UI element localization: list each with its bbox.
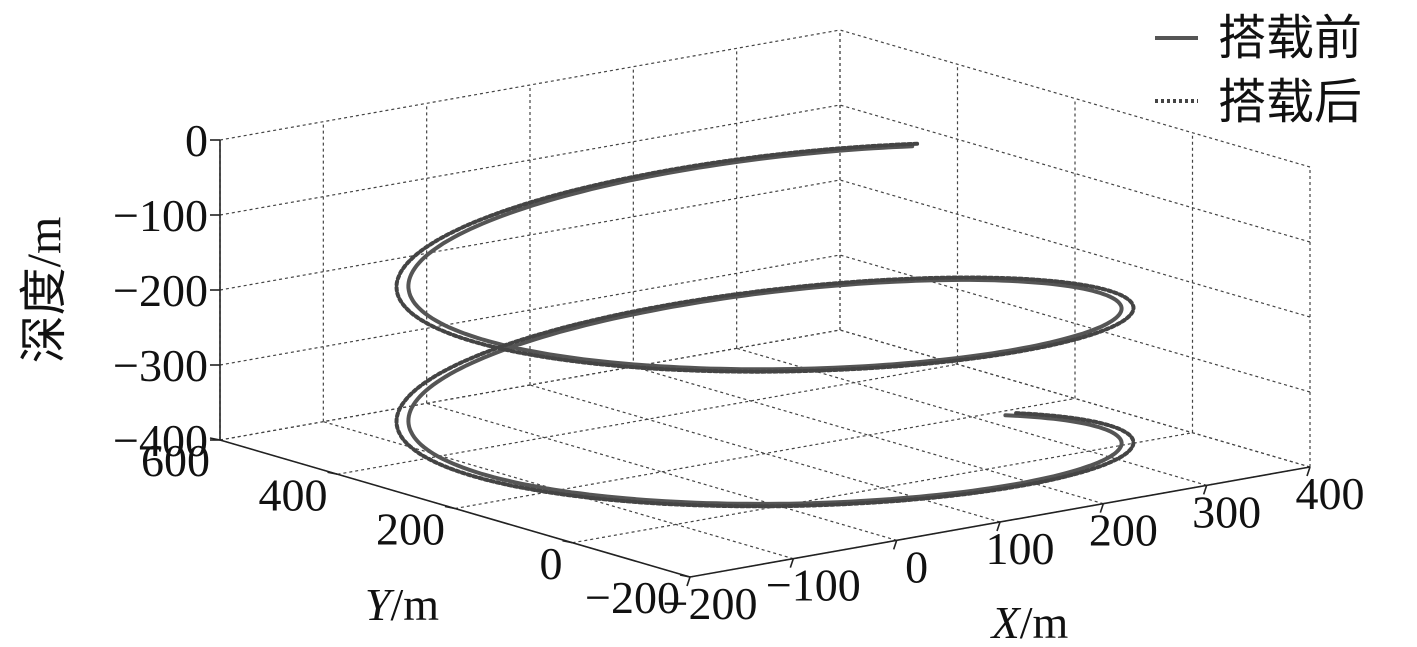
x-tick-label: 300 [1192,486,1261,537]
legend-label-before: 搭载前 [1218,12,1362,65]
legend-label-after: 搭载后 [1218,76,1362,129]
y-tick-label: 600 [141,435,210,486]
floor-gridline [572,432,1193,544]
x-tick-mark [996,521,1001,532]
x-tick-label: 100 [986,523,1055,574]
tick-layer: −200 −100 0 100 200 300 400−20002004006000−100… [113,115,1364,629]
x-tick-mark [892,540,898,550]
y-tick-mark [679,574,691,578]
z-tick-label: 0 [185,115,208,166]
x-tick-label: 200 [1089,505,1158,556]
x-tick-label: 400 [1296,468,1365,519]
back-wall-gridline [219,29,841,141]
z-tick-label: −400 [113,415,208,466]
x-tick-mark [1099,503,1105,513]
x-axis-label: X/m [990,597,1069,647]
y-axis-label: Y/m [365,579,439,630]
series-before-line [406,144,1124,506]
y-tick-label: 0 [540,538,563,589]
legend: 搭载前 搭载后 [1155,12,1362,129]
y-tick-label: 400 [259,469,328,520]
x-tick-mark [686,576,691,587]
x-tick-mark [789,558,795,568]
z-tick-label: −200 [113,265,208,316]
x-tick-label: −100 [766,560,861,611]
grid-layer [209,29,1311,587]
back-wall-gridline [219,329,841,441]
back-wall-gridline [219,254,841,366]
series-layer [394,141,1136,509]
y-tick-label: 200 [376,504,445,555]
back-wall-gridline [219,104,841,216]
z-axis-label: 深度/m [18,217,71,364]
x-tick-mark [1202,485,1208,495]
y-tick-mark [444,505,456,510]
y-tick-label: −200 [585,572,680,623]
series-after-line [394,141,1136,509]
x-tick-mark [1306,466,1311,477]
x-tick-label: 0 [905,541,928,592]
back-wall-gridline [219,179,841,291]
x-tick-label: −200 [663,578,758,629]
z-tick-label: −100 [113,190,208,241]
y-tick-mark [327,471,338,476]
z-tick-label: −300 [113,340,208,391]
y-tick-mark [562,539,573,544]
